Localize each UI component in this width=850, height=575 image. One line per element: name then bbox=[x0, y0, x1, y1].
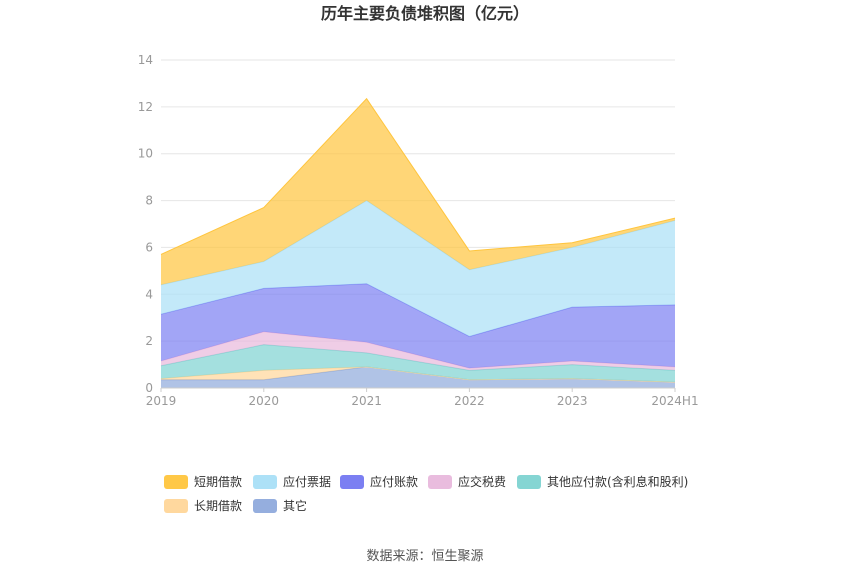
area-series-1 bbox=[161, 366, 675, 383]
x-tick-label: 2020 bbox=[249, 394, 280, 408]
axes: 2019 2020 2021 2022 2023 2024H1 bbox=[146, 387, 699, 408]
legend-item[interactable]: 应付账款 bbox=[340, 474, 418, 489]
legend-label: 长期借款 bbox=[194, 499, 242, 513]
y-tick-label: 14 bbox=[138, 53, 153, 67]
y-tick-label: 2 bbox=[145, 334, 153, 348]
legend: 短期借款 应付票据 应付账款 应交税费 其他应付款(含利息和股利) 长期借款 其它 bbox=[164, 474, 688, 513]
legend-item[interactable]: 应交税费 bbox=[428, 474, 506, 489]
x-tick-label: 2022 bbox=[454, 394, 485, 408]
chart-title: 历年主要负债堆积图（亿元） bbox=[321, 4, 529, 23]
legend-swatch bbox=[164, 475, 188, 489]
area-series bbox=[160, 97, 676, 388]
legend-label: 其他应付款(含利息和股利) bbox=[547, 474, 688, 489]
area-series-2 bbox=[161, 344, 675, 383]
legend-swatch bbox=[340, 475, 364, 489]
area-line-6 bbox=[160, 97, 676, 255]
legend-item[interactable]: 应付票据 bbox=[253, 474, 331, 489]
legend-swatch bbox=[253, 475, 277, 489]
legend-swatch bbox=[517, 475, 541, 489]
legend-label: 其它 bbox=[283, 498, 307, 513]
x-tick-label: 2023 bbox=[557, 394, 588, 408]
legend-item[interactable]: 短期借款 bbox=[164, 475, 242, 489]
y-tick-label: 12 bbox=[138, 100, 153, 114]
y-tick-label: 8 bbox=[145, 194, 153, 208]
x-tick-label: 2021 bbox=[351, 394, 382, 408]
legend-label: 短期借款 bbox=[194, 475, 242, 489]
y-tick-label: 4 bbox=[145, 287, 153, 301]
data-source: 数据来源：恒生聚源 bbox=[366, 549, 483, 564]
legend-label: 应付账款 bbox=[370, 474, 418, 489]
x-tick-label: 2024H1 bbox=[651, 394, 698, 408]
y-tick-label: 6 bbox=[145, 240, 153, 254]
area-series-3 bbox=[161, 331, 675, 371]
legend-label: 应付票据 bbox=[283, 474, 331, 489]
area-series-6 bbox=[161, 98, 675, 285]
x-tick-label: 2019 bbox=[146, 394, 177, 408]
legend-swatch bbox=[164, 499, 188, 513]
area-line-3 bbox=[160, 331, 676, 369]
area-series-0 bbox=[161, 366, 675, 388]
area-series-5 bbox=[161, 200, 675, 337]
legend-item[interactable]: 其他应付款(含利息和股利) bbox=[517, 474, 688, 489]
legend-item[interactable]: 长期借款 bbox=[164, 499, 242, 513]
legend-swatch bbox=[428, 475, 452, 489]
legend-swatch bbox=[253, 499, 277, 513]
legend-item[interactable]: 其它 bbox=[253, 498, 307, 513]
area-series-4 bbox=[161, 283, 675, 369]
y-tick-label: 0 bbox=[145, 381, 153, 395]
y-tick-label: 10 bbox=[138, 147, 153, 161]
legend-label: 应交税费 bbox=[458, 474, 506, 489]
